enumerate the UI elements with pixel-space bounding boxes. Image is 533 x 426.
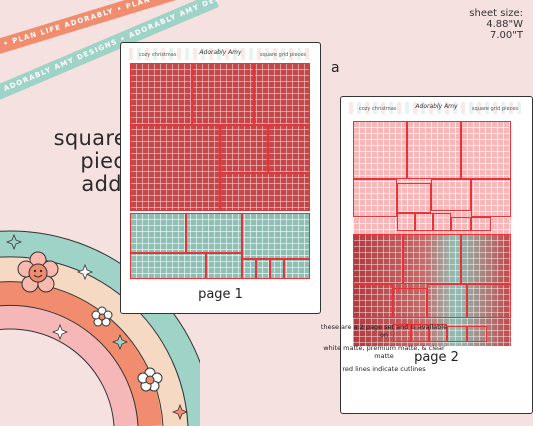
cutline <box>353 284 393 318</box>
theme-name: cozy christmas <box>139 52 177 58</box>
note-line-1: these are a 2 page set and is available … <box>320 323 448 339</box>
sheet-size-info: sheet size: 4.88"W 7.00"T <box>469 8 523 41</box>
cutline <box>130 213 186 253</box>
cutline <box>256 259 270 279</box>
cutline <box>353 121 407 179</box>
cutline <box>130 125 220 211</box>
mixed-grid-block <box>353 234 511 346</box>
cutline <box>451 217 471 231</box>
cutline <box>471 179 511 217</box>
cutline <box>270 259 284 279</box>
sparkle-icon <box>5 233 189 421</box>
cutline <box>467 284 511 318</box>
note-line-3: red lines indicate cutlines <box>342 365 426 373</box>
sheet-size-width: 4.88"W <box>486 19 523 30</box>
cutline <box>431 179 471 211</box>
cutline <box>284 259 310 279</box>
cutline <box>130 253 206 279</box>
sticker-sheet-page-1: cozy christmas Adorably Amy square grid … <box>120 42 321 314</box>
cutline <box>268 125 310 173</box>
cutline <box>403 234 461 284</box>
brand-logo: Adorably Amy <box>199 49 242 56</box>
cutline <box>397 213 415 231</box>
sheet-header: cozy christmas Adorably Amy square grid … <box>129 48 312 60</box>
sticker-sheet-page-2: cozy christmas Adorably Amy square grid … <box>340 96 533 414</box>
cutline <box>461 121 511 179</box>
sheet-header: cozy christmas Adorably Amy square grid … <box>349 102 524 114</box>
sheet-size-label: sheet size: <box>469 8 523 19</box>
cutline <box>461 234 511 284</box>
theme-name: cozy christmas <box>359 106 397 112</box>
cutline <box>429 324 447 342</box>
cutline <box>353 179 397 217</box>
cutline <box>427 284 467 318</box>
cutline <box>411 324 429 342</box>
cutline <box>220 125 268 173</box>
cutline <box>407 121 461 179</box>
cutline <box>393 324 411 342</box>
header-pattern <box>129 48 312 60</box>
smiley-flower-icon <box>17 251 59 293</box>
cutline <box>467 326 487 342</box>
cutline <box>415 213 433 231</box>
header-pattern <box>349 102 524 114</box>
note-line-2: white matte, premium matte, & clear matt… <box>323 344 445 360</box>
cutline <box>242 213 310 259</box>
cutline <box>353 234 403 284</box>
pink-grid-block <box>353 121 511 241</box>
kit-name: square grid pieces <box>259 52 306 58</box>
cutline <box>220 173 310 211</box>
sheet-size-height: 7.00"T <box>490 30 523 41</box>
page-label: page 2 <box>414 350 459 365</box>
variant-letter: a <box>331 60 340 76</box>
cutline <box>254 63 310 125</box>
cutline <box>206 253 242 279</box>
red-grid-block <box>130 63 310 211</box>
cutline <box>186 213 242 253</box>
kit-name: square grid pieces <box>471 106 518 112</box>
teal-grid-block <box>130 213 310 279</box>
page-label: page 1 <box>198 287 243 302</box>
cutline <box>242 259 256 279</box>
cutline <box>397 183 431 213</box>
cutline <box>433 213 451 231</box>
product-note: these are a 2 page set and is available … <box>318 323 450 378</box>
brand-logo: Adorably Amy <box>415 103 458 110</box>
flower-icon <box>137 367 163 392</box>
flower-icon <box>91 306 113 327</box>
cutline <box>447 326 467 342</box>
cutline <box>130 63 192 125</box>
rainbow-illustration <box>0 230 200 426</box>
cutline <box>192 63 254 125</box>
cutline <box>471 217 491 231</box>
cutline <box>393 288 427 318</box>
